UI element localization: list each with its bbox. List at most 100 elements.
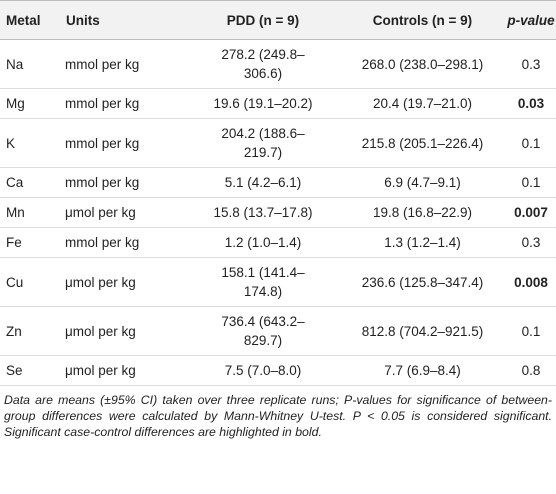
table-cell: 0.03 — [506, 88, 556, 119]
table-cell: 0.3 — [506, 227, 556, 258]
table-cell: mmol per kg — [65, 118, 187, 168]
p-value: 0.8 — [521, 363, 541, 378]
table-cell: 1.3 (1.2–1.4) — [339, 227, 506, 258]
table-cell: Ca — [0, 167, 65, 198]
table-cell: 236.6 (125.8–347.4) — [339, 257, 506, 307]
table-cell: 7.5 (7.0–8.0) — [187, 355, 339, 386]
pdd-value: 7.5 (7.0–8.0) — [224, 363, 302, 378]
pdd-value: 736.4 (643.2–829.7) — [221, 314, 305, 348]
units-value: mmol per kg — [65, 96, 140, 111]
p-value: 0.3 — [521, 235, 541, 250]
controls-value: 19.8 (16.8–22.9) — [372, 205, 473, 220]
controls-value: 268.0 (238.0–298.1) — [361, 56, 484, 72]
table-cell: 0.1 — [506, 118, 556, 168]
table-cell: 20.4 (19.7–21.0) — [339, 88, 506, 119]
table-cell: 19.8 (16.8–22.9) — [339, 197, 506, 228]
units-value: mmol per kg — [65, 56, 140, 72]
table-cell: μmol per kg — [65, 355, 187, 386]
p-value: 0.007 — [514, 205, 548, 220]
table-cell: Fe — [0, 227, 65, 258]
controls-value: 812.8 (704.2–921.5) — [361, 323, 484, 339]
table-cell: Zn — [0, 306, 65, 356]
table-row: Mn μmol per kg 15.8 (13.7–17.8) 19.8 (16.8–… — [0, 197, 556, 228]
units-value: mmol per kg — [65, 175, 140, 190]
metal-value: Ca — [6, 175, 24, 190]
table-row: Cu μmol per kg 158.1 (141.4–174.8) 236.6 (1… — [0, 257, 556, 307]
table-cell: Se — [0, 355, 65, 386]
p-value: 0.1 — [521, 323, 541, 339]
table-cell: Mg — [0, 88, 65, 119]
controls-value: 215.8 (205.1–226.4) — [361, 135, 484, 151]
table-cell: μmol per kg — [65, 257, 187, 307]
pdd-value: 5.1 (4.2–6.1) — [224, 175, 302, 190]
table-cell: 0.3 — [506, 39, 556, 89]
table-cell: 0.007 — [506, 197, 556, 228]
data-table: Metal Units PDD (n = 9) Controls (n = 9) p-v… — [0, 0, 556, 386]
table-cell: Na — [0, 39, 65, 89]
table-cell: 0.1 — [506, 167, 556, 198]
table-cell: 268.0 (238.0–298.1) — [339, 39, 506, 89]
table-cell: 6.9 (4.7–9.1) — [339, 167, 506, 198]
p-value: 0.1 — [521, 175, 541, 190]
table-cell: mmol per kg — [65, 167, 187, 198]
table-row: Mg mmol per kg 19.6 (19.1–20.2) 20.4 (19.7–… — [0, 88, 556, 119]
p-value: 0.3 — [521, 56, 541, 72]
table-row: Zn μmol per kg 736.4 (643.2–829.7) 812.8 (7… — [0, 306, 556, 356]
table-cell: 19.6 (19.1–20.2) — [187, 88, 339, 119]
controls-value: 7.7 (6.9–8.4) — [384, 363, 461, 378]
table-cell: 0.1 — [506, 306, 556, 356]
header-cell: Metal — [0, 0, 65, 40]
table-cell: 7.7 (6.9–8.4) — [339, 355, 506, 386]
pdd-value: 15.8 (13.7–17.8) — [213, 205, 313, 220]
table-cell: Mn — [0, 197, 65, 228]
table-cell: 1.2 (1.0–1.4) — [187, 227, 339, 258]
units-value: μmol per kg — [65, 323, 136, 339]
units-value: mmol per kg — [65, 235, 140, 250]
table-cell: mmol per kg — [65, 227, 187, 258]
metal-value: Na — [6, 56, 24, 72]
units-value: μmol per kg — [65, 363, 136, 378]
table-header: Metal Units PDD (n = 9) Controls (n = 9) p-v… — [0, 0, 556, 40]
units-value: μmol per kg — [65, 205, 136, 220]
pdd-value: 1.2 (1.0–1.4) — [224, 235, 302, 250]
table-row: Se μmol per kg 7.5 (7.0–8.0) 7.7 (6.9–8.4) 0… — [0, 355, 556, 386]
table-cell: mmol per kg — [65, 88, 187, 119]
table-cell: 812.8 (704.2–921.5) — [339, 306, 506, 356]
header-cell: PDD (n = 9) — [187, 0, 339, 40]
pdd-value: 204.2 (188.6–219.7) — [221, 126, 305, 160]
p-value: 0.1 — [521, 135, 541, 151]
table-cell: 736.4 (643.2–829.7) — [187, 306, 339, 356]
metal-value: K — [6, 135, 16, 151]
p-value: 0.008 — [514, 274, 548, 290]
controls-value: 236.6 (125.8–347.4) — [361, 274, 484, 290]
table-cell: K — [0, 118, 65, 168]
controls-value: 6.9 (4.7–9.1) — [384, 175, 461, 190]
header-cell: p-value — [506, 0, 556, 40]
table-body: Na mmol per kg 278.2 (249.8–306.6) 268.0 (2… — [0, 39, 556, 386]
pdd-value: 19.6 (19.1–20.2) — [213, 96, 313, 111]
table-cell: 158.1 (141.4–174.8) — [187, 257, 339, 307]
units-value: μmol per kg — [65, 274, 136, 290]
table-cell: 215.8 (205.1–226.4) — [339, 118, 506, 168]
header-cell: Controls (n = 9) — [339, 0, 506, 40]
metal-value: Mg — [6, 96, 25, 111]
table-cell: 5.1 (4.2–6.1) — [187, 167, 339, 198]
metal-value: Se — [6, 363, 23, 378]
pdd-value: 278.2 (249.8–306.6) — [221, 47, 305, 81]
table-row: Fe mmol per kg 1.2 (1.0–1.4) 1.3 (1.2–1.4) 0… — [0, 227, 556, 258]
table-row: Ca mmol per kg 5.1 (4.2–6.1) 6.9 (4.7–9.1) 0… — [0, 167, 556, 198]
units-value: mmol per kg — [65, 135, 140, 151]
table-row: Na mmol per kg 278.2 (249.8–306.6) 268.0 (2… — [0, 39, 556, 89]
p-value: 0.03 — [517, 96, 545, 111]
controls-value: 20.4 (19.7–21.0) — [372, 96, 473, 111]
header-cell: Units — [65, 0, 187, 40]
controls-value: 1.3 (1.2–1.4) — [384, 235, 461, 250]
footnote: Data are means (±95% CI) taken over thre… — [4, 393, 552, 439]
table-cell: 204.2 (188.6–219.7) — [187, 118, 339, 168]
table-cell: mmol per kg — [65, 39, 187, 89]
table-cell: 15.8 (13.7–17.8) — [187, 197, 339, 228]
metal-value: Cu — [6, 274, 24, 290]
header-row: Metal Units PDD (n = 9) Controls (n = 9) p-v… — [0, 0, 556, 40]
